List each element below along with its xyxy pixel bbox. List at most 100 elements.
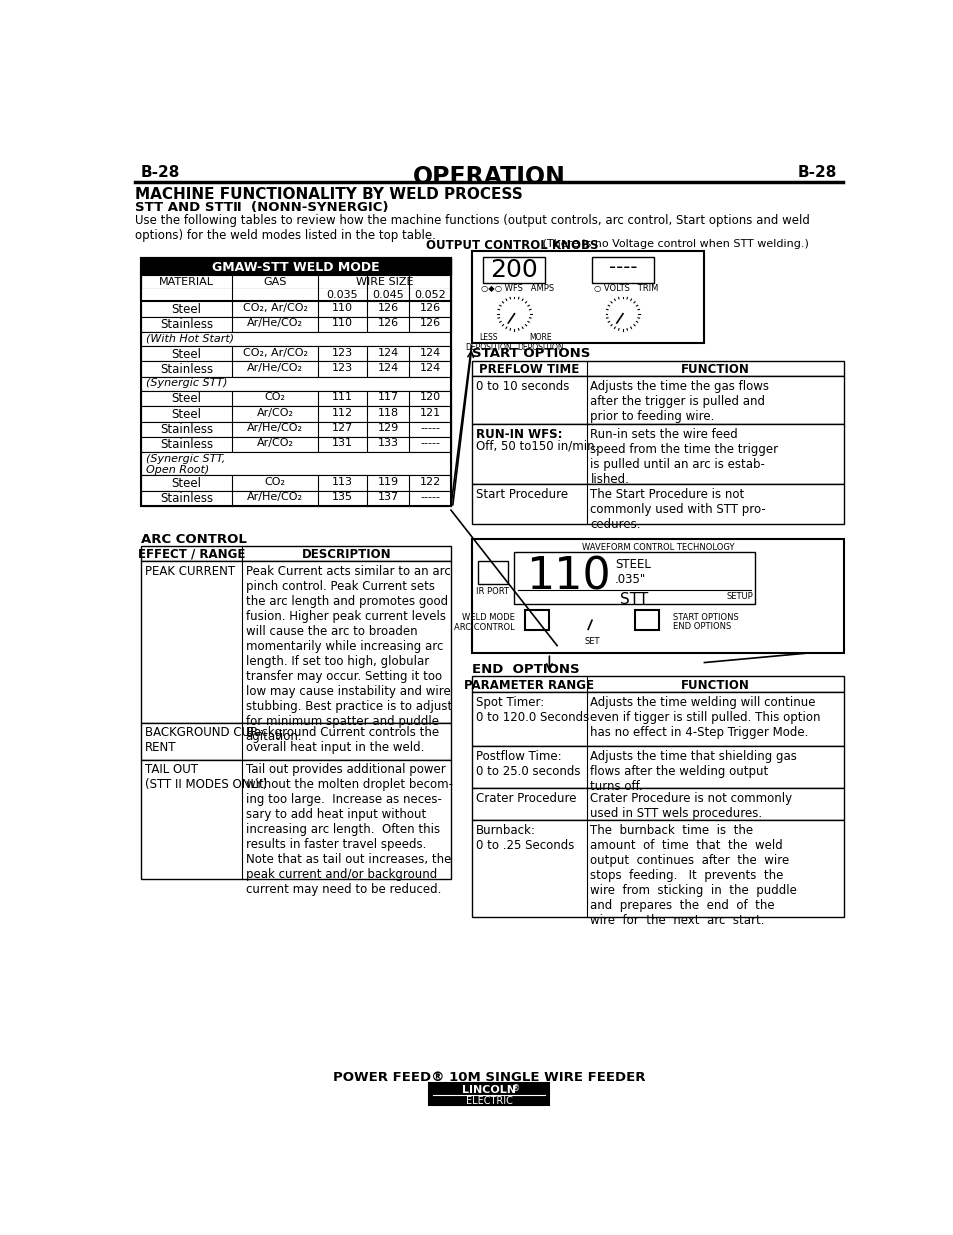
Text: 0 to 10 seconds: 0 to 10 seconds xyxy=(476,380,569,393)
Text: (With Hot Start): (With Hot Start) xyxy=(146,333,233,343)
Text: END  OPTIONS: END OPTIONS xyxy=(472,662,578,676)
Text: The  burnback  time  is  the
amount  of  time  that  the  weld
output  continues: The burnback time is the amount of time … xyxy=(590,824,797,927)
Text: Run-in sets the wire feed
speed from the time the trigger
is pulled until an arc: Run-in sets the wire feed speed from the… xyxy=(590,427,778,485)
Text: GAS: GAS xyxy=(263,277,287,287)
Text: WIRE SIZE: WIRE SIZE xyxy=(355,277,413,287)
Bar xyxy=(141,258,451,275)
Bar xyxy=(514,552,754,604)
Text: -----: ----- xyxy=(419,438,439,448)
Text: MACHINE FUNCTIONALITY BY WELD PROCESS: MACHINE FUNCTIONALITY BY WELD PROCESS xyxy=(134,186,522,201)
Text: PEAK CURRENT: PEAK CURRENT xyxy=(145,564,234,578)
Text: Ar/He/CO₂: Ar/He/CO₂ xyxy=(247,424,303,433)
Bar xyxy=(483,257,545,283)
Text: 131: 131 xyxy=(332,438,353,448)
Bar xyxy=(141,332,451,346)
Text: ○ VOLTS   TRIM: ○ VOLTS TRIM xyxy=(593,284,658,294)
Text: The Start Procedure is not
commonly used with STT pro-
cedures.: The Start Procedure is not commonly used… xyxy=(590,488,765,531)
Text: Stainless: Stainless xyxy=(160,438,213,452)
Text: 110: 110 xyxy=(526,556,611,599)
Text: ○◆○ WFS   AMPS: ○◆○ WFS AMPS xyxy=(480,284,554,294)
Text: Steel: Steel xyxy=(172,393,201,405)
Bar xyxy=(472,424,843,484)
Text: 124: 124 xyxy=(377,363,398,373)
Text: (There is no Voltage control when STT welding.): (There is no Voltage control when STT we… xyxy=(537,240,807,249)
Text: OUTPUT CONTROL KNOBS: OUTPUT CONTROL KNOBS xyxy=(426,240,598,252)
Text: DESCRIPTION: DESCRIPTION xyxy=(301,548,391,561)
Bar xyxy=(592,257,654,283)
Text: ELECTRIC: ELECTRIC xyxy=(465,1097,512,1107)
Text: Stainless: Stainless xyxy=(160,319,213,331)
Text: 135: 135 xyxy=(332,493,353,503)
Text: Start Procedure: Start Procedure xyxy=(476,488,567,500)
Text: Stainless: Stainless xyxy=(160,363,213,375)
Text: START OPTIONS: START OPTIONS xyxy=(472,347,590,359)
Text: Stainless: Stainless xyxy=(160,424,213,436)
Bar xyxy=(141,275,451,289)
Text: SETUP: SETUP xyxy=(725,592,753,600)
Bar xyxy=(634,610,659,630)
Text: Ar/CO₂: Ar/CO₂ xyxy=(256,408,294,417)
Text: Steel: Steel xyxy=(172,477,201,490)
Text: Off, 50 to150 in/min.: Off, 50 to150 in/min. xyxy=(476,440,598,452)
Text: STT: STT xyxy=(619,592,648,606)
Text: Peak Current acts similar to an arc
pinch control. Peak Current sets
the arc len: Peak Current acts similar to an arc pinc… xyxy=(245,564,452,742)
Text: LINCOLN: LINCOLN xyxy=(462,1084,516,1094)
Text: CO₂, Ar/CO₂: CO₂, Ar/CO₂ xyxy=(242,303,307,312)
Text: 121: 121 xyxy=(419,408,440,417)
Bar xyxy=(141,390,451,406)
Text: 124: 124 xyxy=(419,347,440,358)
Bar xyxy=(141,258,451,301)
Text: LESS
DEPOSITION: LESS DEPOSITION xyxy=(465,333,512,352)
Text: 133: 133 xyxy=(377,438,398,448)
Text: 120: 120 xyxy=(419,393,440,403)
Text: Ar/CO₂: Ar/CO₂ xyxy=(256,438,294,448)
Text: PREFLOW TIME: PREFLOW TIME xyxy=(478,363,578,375)
Text: Tail out provides additional power
without the molten droplet becom-
ing too lar: Tail out provides additional power witho… xyxy=(245,763,452,897)
Bar xyxy=(141,760,451,879)
Text: B-28: B-28 xyxy=(141,165,180,180)
Bar xyxy=(141,346,451,362)
Text: 110: 110 xyxy=(332,319,353,329)
Text: 110: 110 xyxy=(332,303,353,312)
Bar xyxy=(141,475,451,490)
Bar xyxy=(141,421,451,437)
Bar xyxy=(472,540,843,653)
Text: CO₂, Ar/CO₂: CO₂, Ar/CO₂ xyxy=(242,347,307,358)
Bar xyxy=(141,490,451,506)
Text: 126: 126 xyxy=(419,319,440,329)
Bar xyxy=(141,437,451,452)
Bar xyxy=(141,452,451,475)
Text: 111: 111 xyxy=(332,393,353,403)
Text: Adjusts the time welding will continue
even if tigger is still pulled. This opti: Adjusts the time welding will continue e… xyxy=(590,695,821,739)
Bar xyxy=(141,561,451,722)
Text: Ar/He/CO₂: Ar/He/CO₂ xyxy=(247,319,303,329)
Text: 200: 200 xyxy=(490,258,537,282)
Text: WELD MODE: WELD MODE xyxy=(461,614,514,622)
Text: 126: 126 xyxy=(377,303,398,312)
Bar xyxy=(141,722,451,760)
Bar xyxy=(472,746,843,788)
Text: STT AND STTⅡ  (NONN-SYNERGIC): STT AND STTⅡ (NONN-SYNERGIC) xyxy=(134,200,388,214)
Bar xyxy=(141,546,451,561)
Text: RUN-IN WFS:: RUN-IN WFS: xyxy=(476,427,561,441)
Text: TAIL OUT
(STT II MODES ONLY): TAIL OUT (STT II MODES ONLY) xyxy=(145,763,267,792)
Text: BACKGROUND CUR-
RENT: BACKGROUND CUR- RENT xyxy=(145,726,262,755)
Text: 119: 119 xyxy=(377,477,398,487)
Text: 126: 126 xyxy=(377,319,398,329)
Bar xyxy=(141,301,451,317)
Text: START OPTIONS: START OPTIONS xyxy=(673,613,739,621)
Bar xyxy=(429,1083,549,1104)
Text: 0.045: 0.045 xyxy=(372,290,404,300)
Bar xyxy=(524,610,549,630)
Text: STEEL
.035": STEEL .035" xyxy=(615,558,651,585)
Text: 123: 123 xyxy=(332,347,353,358)
Text: ARC CONTROL: ARC CONTROL xyxy=(454,622,514,631)
Text: MATERIAL: MATERIAL xyxy=(159,277,214,287)
Text: 112: 112 xyxy=(332,408,353,417)
Text: 127: 127 xyxy=(332,424,353,433)
Text: Ar/He/CO₂: Ar/He/CO₂ xyxy=(247,363,303,373)
Bar xyxy=(472,788,843,820)
Bar xyxy=(141,362,451,377)
Text: Stainless: Stainless xyxy=(160,493,213,505)
Text: Spot Timer:
0 to 120.0 Seconds: Spot Timer: 0 to 120.0 Seconds xyxy=(476,695,588,724)
